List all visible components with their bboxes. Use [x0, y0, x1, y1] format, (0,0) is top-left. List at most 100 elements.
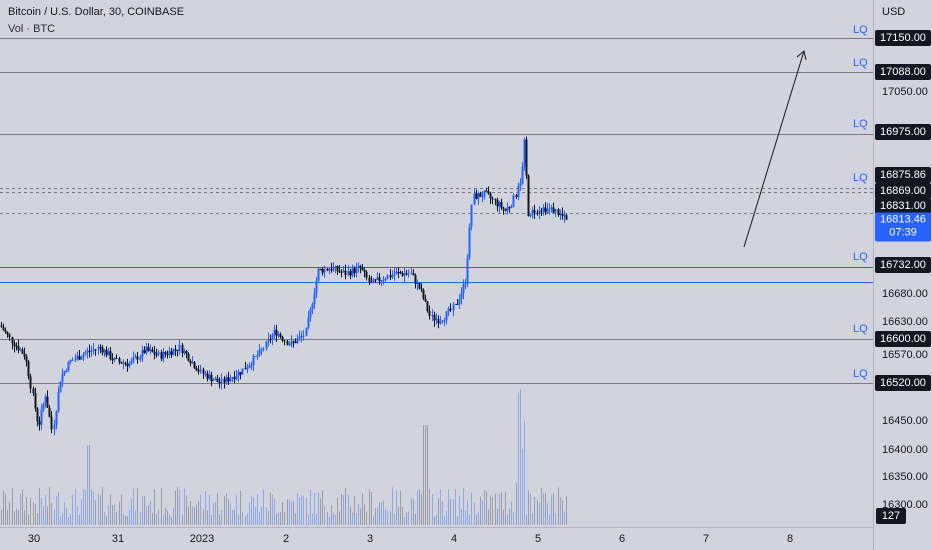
candle-body[interactable] [512, 195, 515, 207]
candle-body[interactable] [143, 349, 146, 353]
candle-body[interactable] [136, 356, 139, 360]
candle-body[interactable] [342, 270, 345, 273]
candle-body[interactable] [168, 351, 171, 355]
candle-body[interactable] [338, 271, 341, 273]
candle-body[interactable] [454, 304, 457, 306]
candle-body[interactable] [74, 359, 77, 361]
candle-body[interactable] [126, 363, 129, 367]
candle-body[interactable] [382, 279, 385, 281]
candle-body[interactable] [25, 356, 28, 362]
candle-body[interactable] [227, 377, 230, 382]
candle-body[interactable] [473, 193, 476, 205]
candle-body[interactable] [260, 349, 263, 351]
candle-body[interactable] [214, 378, 217, 381]
candle-body[interactable] [529, 215, 532, 217]
candle-body[interactable] [452, 304, 455, 311]
candle-body[interactable] [378, 277, 381, 282]
candle-body[interactable] [458, 299, 461, 305]
candle-body[interactable] [313, 293, 316, 304]
candle-body[interactable] [92, 349, 95, 351]
candle-body[interactable] [372, 279, 375, 283]
candle-body[interactable] [82, 354, 85, 358]
candle-body[interactable] [235, 376, 238, 380]
candle-body[interactable] [305, 327, 308, 336]
candle-body[interactable] [347, 271, 350, 276]
candle-body[interactable] [265, 341, 268, 349]
candle-body[interactable] [99, 347, 102, 349]
candle-body[interactable] [250, 365, 253, 367]
candle-body[interactable] [565, 215, 568, 220]
candle-body[interactable] [206, 373, 209, 379]
candle-body[interactable] [44, 396, 47, 403]
candle-body[interactable] [389, 275, 392, 278]
candle-body[interactable] [468, 226, 471, 258]
candle-body[interactable] [460, 292, 463, 300]
candle-body[interactable] [258, 349, 261, 356]
candle-body[interactable] [202, 369, 205, 374]
candle-body[interactable] [464, 283, 467, 285]
candle-body[interactable] [559, 213, 562, 215]
candle-body[interactable] [431, 315, 434, 317]
candle-body[interactable] [279, 334, 282, 337]
candle-body[interactable] [273, 329, 276, 336]
candle-body[interactable] [527, 175, 530, 217]
candle-body[interactable] [353, 268, 356, 274]
candle-body[interactable] [544, 207, 547, 213]
candle-body[interactable] [17, 346, 20, 351]
candle-body[interactable] [128, 363, 131, 367]
candle-body[interactable] [328, 269, 331, 271]
candle-body[interactable] [542, 207, 545, 211]
candle-body[interactable] [71, 359, 74, 361]
candle-body[interactable] [361, 267, 364, 271]
candle-body[interactable] [19, 349, 22, 351]
candle-body[interactable] [357, 265, 360, 268]
candle-body[interactable] [334, 266, 337, 268]
candle-body[interactable] [55, 411, 58, 425]
candle-body[interactable] [53, 424, 56, 430]
candle-body[interactable] [393, 274, 396, 276]
candle-body[interactable] [6, 331, 9, 335]
candle-body[interactable] [494, 199, 497, 201]
candle-body[interactable] [349, 271, 352, 276]
candle-body[interactable] [244, 368, 247, 370]
candle-body[interactable] [147, 346, 150, 351]
candle-body[interactable] [277, 334, 280, 336]
candle-body[interactable] [475, 193, 478, 199]
candle-body[interactable] [101, 347, 104, 353]
candle-body[interactable] [27, 361, 30, 377]
candle-body[interactable] [410, 273, 413, 275]
candle-body[interactable] [403, 273, 406, 276]
candle-body[interactable] [302, 335, 305, 337]
candle-body[interactable] [447, 308, 450, 312]
candle-body[interactable] [153, 351, 156, 355]
candle-body[interactable] [210, 374, 213, 382]
candle-body[interactable] [294, 341, 297, 343]
candle-body[interactable] [424, 298, 427, 302]
candle-body[interactable] [399, 272, 402, 274]
candle-body[interactable] [374, 279, 377, 281]
time-axis[interactable]: 30 31 2023 2 3 4 5 6 7 8 [0, 527, 873, 550]
candle-body[interactable] [456, 304, 459, 306]
candle-body[interactable] [470, 204, 473, 227]
candle-body[interactable] [269, 339, 272, 341]
candle-body[interactable] [239, 371, 242, 375]
candle-body[interactable] [149, 349, 152, 351]
candle-body[interactable] [118, 358, 121, 362]
candle-body[interactable] [368, 277, 371, 283]
candle-body[interactable] [120, 361, 123, 364]
candle-body[interactable] [300, 335, 303, 337]
candle-body[interactable] [519, 183, 522, 187]
candle-body[interactable] [80, 357, 83, 360]
candle-body[interactable] [220, 378, 223, 384]
candle-body[interactable] [111, 359, 114, 361]
candle-body[interactable] [363, 270, 366, 272]
candle-body[interactable] [241, 368, 244, 375]
candle-body[interactable] [141, 349, 144, 357]
candle-body[interactable] [296, 338, 299, 343]
candle-body[interactable] [416, 282, 419, 284]
candle-body[interactable] [97, 347, 100, 350]
candle-body[interactable] [271, 335, 274, 340]
candle-body[interactable] [500, 202, 503, 208]
candle-body[interactable] [449, 308, 452, 311]
candle-body[interactable] [477, 193, 480, 199]
